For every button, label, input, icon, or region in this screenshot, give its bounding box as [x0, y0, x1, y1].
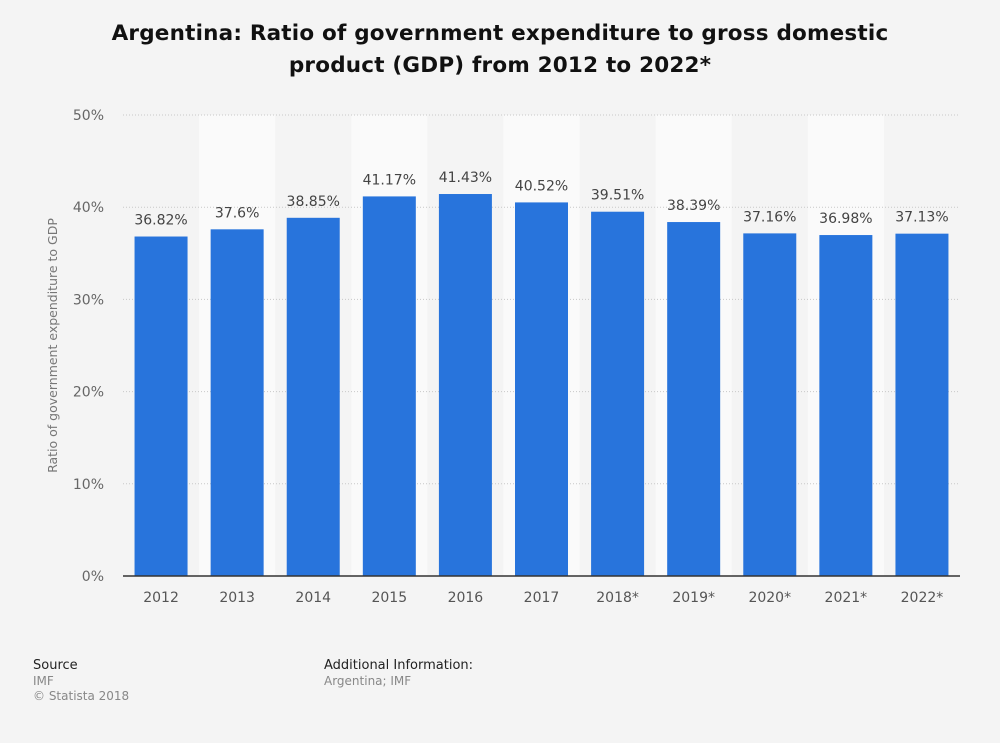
- bar: [591, 211, 645, 576]
- x-tick-label: 2020*: [748, 590, 791, 606]
- data-label: 37.16%: [743, 209, 796, 225]
- bar: [667, 222, 721, 577]
- additional-info-section: Additional Information: Argentina; IMF: [324, 657, 473, 689]
- data-label: 38.85%: [287, 194, 340, 210]
- additional-info-text: Argentina; IMF: [324, 674, 412, 688]
- y-axis-title: Ratio of government expenditure to GDP: [45, 218, 60, 473]
- data-label: 37.6%: [215, 205, 259, 221]
- source-name: IMF: [33, 674, 54, 688]
- y-tick-label: 0%: [82, 569, 104, 585]
- bar: [438, 194, 492, 577]
- x-tick-label: 2016: [448, 590, 484, 606]
- data-label: 38.39%: [667, 198, 720, 214]
- source-heading: Source: [33, 658, 78, 673]
- bar: [210, 229, 264, 576]
- data-label: 40.52%: [515, 178, 568, 194]
- bar: [362, 196, 416, 576]
- y-tick-label: 20%: [73, 385, 104, 401]
- data-label: 37.13%: [895, 210, 948, 226]
- source-section: Source IMF © Statista 2018: [33, 657, 129, 704]
- x-tick-label: 2013: [219, 590, 255, 606]
- y-tick-label: 30%: [73, 292, 104, 308]
- data-label: 39.51%: [591, 188, 644, 204]
- x-tick-label: 2017: [524, 590, 560, 606]
- data-label: 36.82%: [134, 213, 187, 229]
- data-label: 41.43%: [439, 170, 492, 186]
- y-tick-label: 50%: [73, 108, 104, 124]
- data-label: 36.98%: [819, 211, 872, 227]
- bar: [134, 236, 188, 576]
- x-tick-label: 2019*: [672, 590, 715, 606]
- additional-info-heading: Additional Information:: [324, 658, 474, 673]
- data-label: 41.17%: [363, 172, 416, 188]
- copyright-text: © Statista 2018: [33, 689, 130, 703]
- chart-title: Argentina: Ratio of government expenditu…: [111, 21, 889, 78]
- bar: [819, 235, 873, 576]
- bar: [743, 233, 797, 576]
- x-tick-label: 2012: [143, 590, 179, 606]
- bar: [895, 233, 949, 576]
- bar: [515, 202, 568, 577]
- x-tick-label: 2018*: [596, 590, 639, 606]
- x-tick-label: 2021*: [825, 590, 868, 606]
- x-tick-label: 2014: [295, 590, 331, 606]
- x-tick-label: 2022*: [901, 590, 944, 606]
- x-tick-label: 2015: [371, 590, 407, 606]
- bar: [286, 217, 340, 577]
- y-tick-label: 40%: [73, 200, 104, 216]
- y-tick-label: 10%: [73, 477, 104, 493]
